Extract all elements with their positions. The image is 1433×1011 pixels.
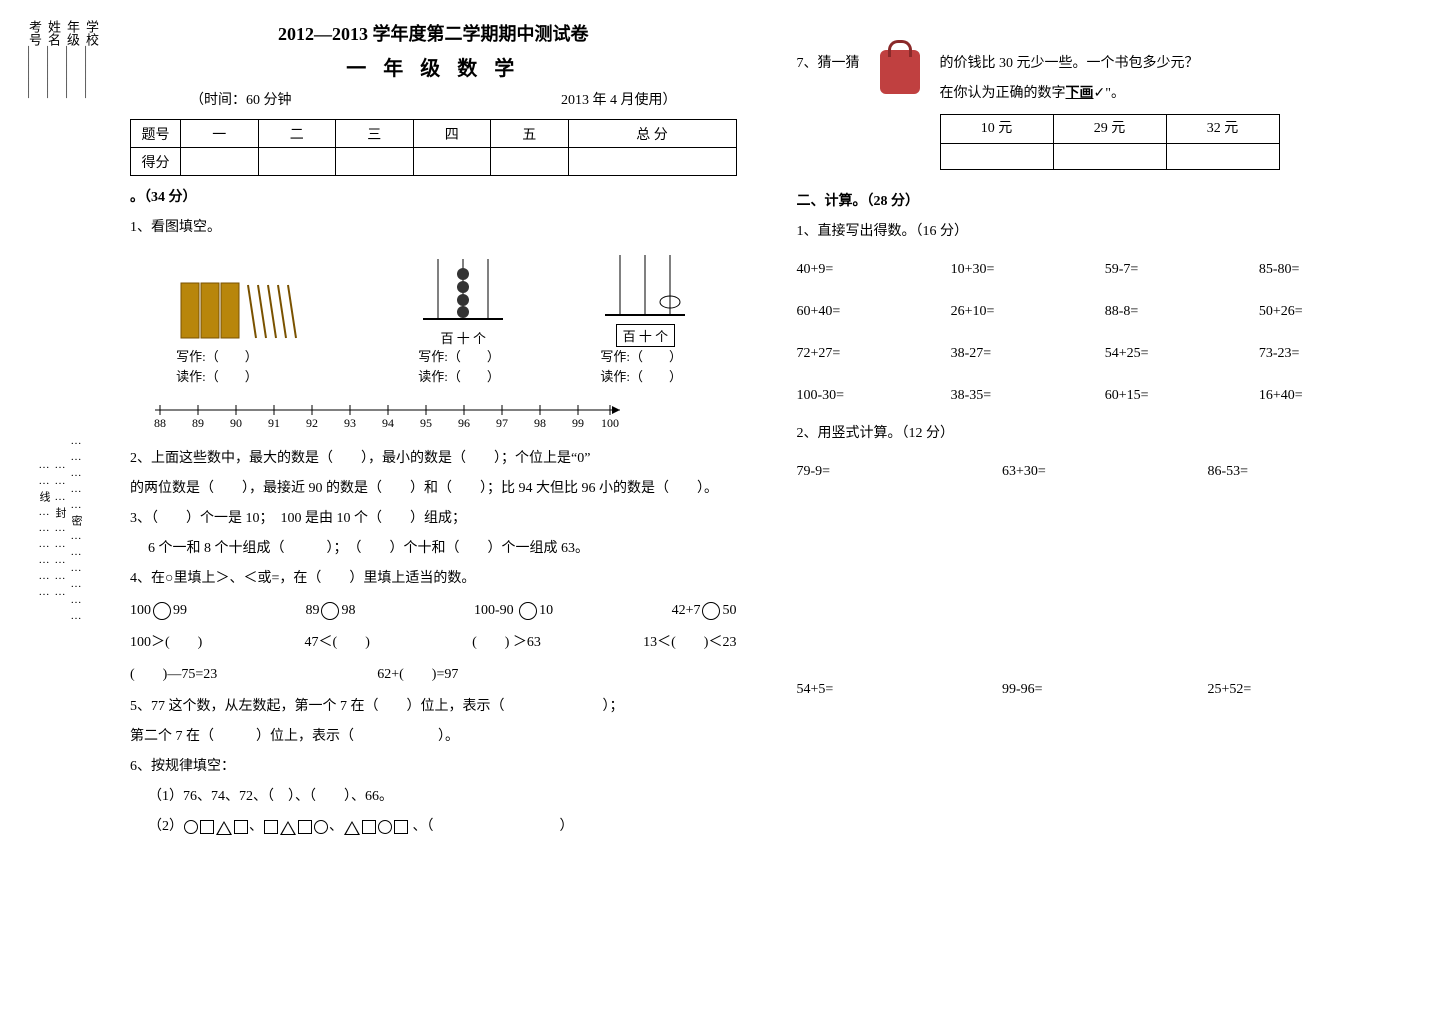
price-0: 10 元 <box>940 115 1053 144</box>
q7-text2: 在你认为正确的数字 <box>940 86 1066 101</box>
dc-10: 54+25= <box>1105 340 1249 368</box>
svg-text:96: 96 <box>458 416 470 430</box>
dc-11: 73-23= <box>1259 340 1403 368</box>
left-column: 2012—2013 学年度第二学期期中测试卷 一 年 级 数 学 （时间：60 … <box>100 0 767 1011</box>
check-icon: ✓ <box>1094 84 1106 100</box>
th-2: 二 <box>258 120 336 148</box>
vert-calc-row2: 54+5= 99-96= 25+52= <box>797 676 1404 704</box>
dc-3: 85-80= <box>1259 256 1403 284</box>
svg-text:97: 97 <box>496 416 508 430</box>
th-5: 五 <box>491 120 569 148</box>
dc-4: 60+40= <box>797 298 941 326</box>
dc-8: 72+27= <box>797 340 941 368</box>
bundle-figure: 写作:（ ） 读作:（ ） <box>176 273 326 386</box>
th-6: 总 分 <box>568 120 736 148</box>
abacus-icon <box>600 250 690 320</box>
q6a: （1）76、74、72、（ ）、（ ）、66。 <box>130 783 737 811</box>
dc-15: 16+40= <box>1259 382 1403 410</box>
th-1: 一 <box>181 120 259 148</box>
q1-figures: 写作:（ ） 读作:（ ） 百 十 个 写作:（ ） 读作:（ ） <box>130 250 737 386</box>
svg-text:91: 91 <box>268 416 280 430</box>
section1-header: 。（34 分） <box>130 190 197 205</box>
price-table: 10 元 29 元 32 元 <box>940 114 1280 170</box>
q2: 2、上面这些数中，最大的数是（ ），最小的数是（ ）；个位上是“0” <box>130 445 737 473</box>
q7-text2b: 下画 <box>1066 86 1094 101</box>
place-label-1: 百 十 个 <box>418 328 508 347</box>
main-title: 2012—2013 学年度第二学期期中测试卷 <box>130 20 737 46</box>
vc2-1: 99-96= <box>1002 676 1198 704</box>
price-1: 29 元 <box>1053 115 1166 144</box>
vert-calc-row1: 79-9= 63+30= 86-53= <box>797 458 1404 486</box>
score-row-label: 得分 <box>131 148 181 176</box>
use-label: 2013 年 4 月使用） <box>561 89 677 109</box>
dc-5: 26+10= <box>951 298 1095 326</box>
score-table: 题号 一 二 三 四 五 总 分 得分 <box>130 119 737 176</box>
dc-2: 59-7= <box>1105 256 1249 284</box>
q2b: 的两位数是（ ），最接近 90 的数是（ ）和（ ）；比 94 大但比 96 小… <box>130 475 737 503</box>
th-3: 三 <box>336 120 414 148</box>
calc-sub1: 1、直接写出得数。（16 分） <box>797 218 1404 246</box>
q4-row2: 100＞( ) 47＜( ) ( ) ＞63 13＜( )＜23 <box>130 629 737 657</box>
calc-header: 二、计算。（28 分） <box>797 194 920 209</box>
svg-text:100: 100 <box>601 416 619 430</box>
price-2: 32 元 <box>1166 115 1279 144</box>
q6: 6、按规律填空： <box>130 753 737 781</box>
q7-label: 7、猜一猜 <box>797 50 860 78</box>
calc-sub2: 2、用竖式计算。（12 分） <box>797 420 1404 448</box>
place-label-2: 百 十 个 <box>616 324 676 347</box>
svg-text:93: 93 <box>344 416 356 430</box>
vc1-0: 79-9= <box>797 458 993 486</box>
dc-0: 40+9= <box>797 256 941 284</box>
dc-12: 100-30= <box>797 382 941 410</box>
direct-calc-grid: 40+9= 10+30= 59-7= 85-80= 60+40= 26+10= … <box>797 256 1404 410</box>
dc-13: 38-35= <box>951 382 1095 410</box>
time-label: （时间：60 分钟 <box>190 89 292 109</box>
q3a: 3、（ ）个一是 10； 100 是由 10 个（ ）组成； <box>130 505 737 533</box>
th-0: 题号 <box>131 120 181 148</box>
seal-line: ……………密……………… ………封…………… ……线……………… <box>70 120 84 940</box>
svg-text:98: 98 <box>534 416 546 430</box>
abacus-figure-1: 百 十 个 写作:（ ） 读作:（ ） <box>418 254 508 386</box>
vc1-1: 63+30= <box>1002 458 1198 486</box>
sub-title: 一 年 级 数 学 <box>130 52 737 81</box>
svg-text:95: 95 <box>420 416 432 430</box>
school-label: 学校________ <box>82 20 101 991</box>
svg-text:94: 94 <box>382 416 394 430</box>
bag-icon <box>880 50 920 94</box>
q5b: 第二个 7 在（ ）位上，表示（ ）。 <box>130 723 737 751</box>
svg-text:99: 99 <box>572 416 584 430</box>
svg-text:89: 89 <box>192 416 204 430</box>
q4-row3: ( )—75=23 62+( )=97 <box>130 661 737 689</box>
svg-text:92: 92 <box>306 416 318 430</box>
vc2-2: 25+52= <box>1208 676 1404 704</box>
q6b: （2）、、 、（ ） <box>130 813 737 841</box>
q3b: 6 个一和 8 个十组成（ ）； （ ）个十和（ ）个一组成 63。 <box>130 535 737 563</box>
dc-9: 38-27= <box>951 340 1095 368</box>
q7-row: 7、猜一猜 的价钱比 30 元少一些。一个书包多少元？ 在你认为正确的数字下画✓… <box>797 50 1404 170</box>
dc-1: 10+30= <box>951 256 1095 284</box>
number-line: 88 89 90 91 92 93 94 95 96 97 98 99 100 <box>130 400 737 435</box>
title-meta: （时间：60 分钟 2013 年 4 月使用） <box>130 89 737 109</box>
svg-text:90: 90 <box>230 416 242 430</box>
abacus-figure-2: 百 十 个 写作:（ ） 读作:（ ） <box>600 250 690 386</box>
right-column: 7、猜一猜 的价钱比 30 元少一些。一个书包多少元？ 在你认为正确的数字下画✓… <box>767 0 1433 1011</box>
q1-label: 1、看图填空。 <box>130 214 737 242</box>
abacus-icon <box>418 254 508 324</box>
q7-text1: 的价钱比 30 元少一些。一个书包多少元？ <box>940 56 1199 71</box>
vc2-0: 54+5= <box>797 676 993 704</box>
th-4: 四 <box>413 120 491 148</box>
binding-margin: 学校________ 年级________ 姓名________ 考号_____… <box>0 0 100 1011</box>
q4: 4、在○里填上＞、＜或=，在（ ）里填上适当的数。 <box>130 565 737 593</box>
sticks-icon <box>176 273 326 343</box>
dc-7: 50+26= <box>1259 298 1403 326</box>
vc1-2: 86-53= <box>1208 458 1404 486</box>
q4-row1: 10099 8998 100-90 10 42+750 <box>130 597 737 625</box>
dc-6: 88-8= <box>1105 298 1249 326</box>
dc-14: 60+15= <box>1105 382 1249 410</box>
q5a: 5、77 这个数，从左数起，第一个 7 在（ ）位上，表示（ ）； <box>130 693 737 721</box>
svg-text:88: 88 <box>154 416 166 430</box>
